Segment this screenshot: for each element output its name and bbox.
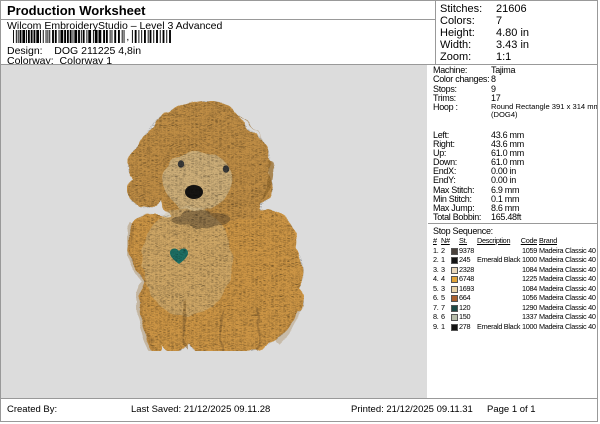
- svg-text:,: ,: [126, 32, 129, 43]
